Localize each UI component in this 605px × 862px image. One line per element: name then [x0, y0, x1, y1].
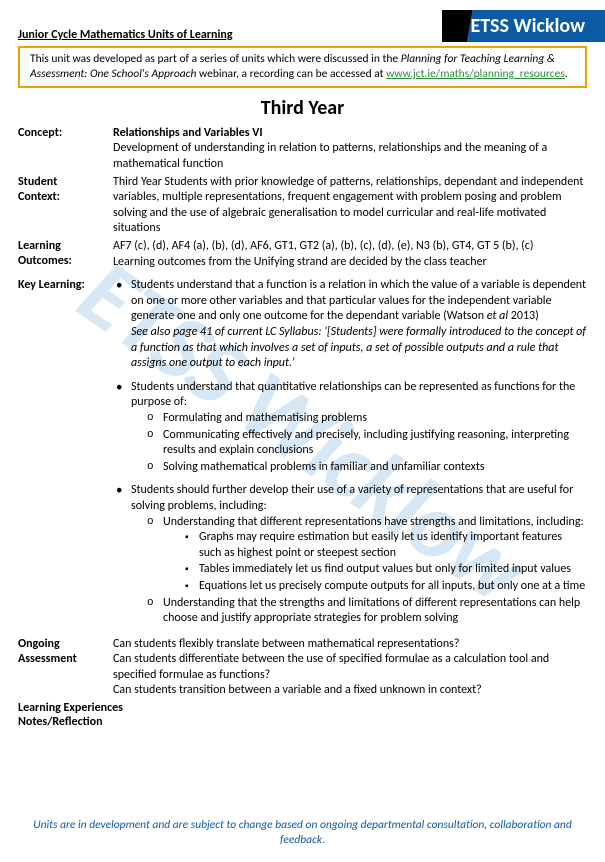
- kl-bullet-1: Students understand that a function is a…: [113, 278, 587, 372]
- outcomes-label-1: Learning: [18, 239, 113, 254]
- ongoing-q3: Can students transition between a variab…: [113, 683, 587, 699]
- student-label-1: Student: [18, 175, 113, 190]
- doc-heading: Junior Cycle Mathematics Units of Learni…: [18, 28, 233, 42]
- kl-b1-etal: et al: [487, 309, 508, 323]
- kl-b2-s3: Solving mathematical problems in familia…: [145, 460, 587, 476]
- ongoing-label-2: Assessment: [18, 652, 113, 667]
- concept-desc: Development of understanding in relation…: [113, 141, 587, 172]
- kl-b3-sq1: Graphs may require estimation but easily…: [183, 530, 587, 561]
- outcomes-line2: Learning outcomes from the Unifying stra…: [113, 255, 587, 271]
- learning-experiences-heading: Learning Experiences: [18, 701, 587, 715]
- keylearning-label: Key Learning:: [18, 278, 113, 634]
- kl-b2-s1: Formulating and mathematising problems: [145, 411, 587, 427]
- student-text: Third Year Students with prior knowledge…: [113, 175, 587, 237]
- kl-b2-text: Students understand that quantitative re…: [131, 380, 575, 410]
- concept-row: Concept: Relationships and Variables VI …: [18, 126, 587, 173]
- page-content: Junior Cycle Mathematics Units of Learni…: [18, 10, 587, 729]
- header-row: Junior Cycle Mathematics Units of Learni…: [18, 10, 587, 42]
- ongoing-q2: Can students differentiate between the u…: [113, 652, 587, 683]
- brand-banner: ETSS Wicklow: [442, 10, 605, 42]
- kl-b1-year: 2013): [508, 309, 539, 323]
- kl-b3-sq2: Tables immediately let us find output va…: [183, 562, 587, 578]
- info-link[interactable]: www.jct.ie/maths/planning_resources: [386, 67, 565, 81]
- info-mid: webinar, a recording can be accessed at: [196, 67, 386, 81]
- kl-b3-text: Students should further develop their us…: [131, 483, 573, 513]
- outcomes-row: Learning Outcomes: AF7 (c), (d), AF4 (a)…: [18, 239, 587, 270]
- kl-b3-s1: Understanding that different representat…: [145, 515, 587, 595]
- page-title: Third Year: [18, 96, 587, 120]
- ongoing-q1: Can students flexibly translate between …: [113, 637, 587, 653]
- kl-b2-s2: Communicating effectively and precisely,…: [145, 428, 587, 459]
- student-label-2: Context:: [18, 190, 113, 205]
- kl-b3-s1-text: Understanding that different representat…: [163, 515, 584, 529]
- student-row: Student Context: Third Year Students wit…: [18, 175, 587, 237]
- outcomes-label-2: Outcomes:: [18, 254, 113, 269]
- outcomes-line1: AF7 (c), (d), AF4 (a), (b), (d), AF6, GT…: [113, 239, 587, 255]
- info-box: This unit was developed as part of a ser…: [18, 46, 587, 88]
- footer-note: Units are in development and are subject…: [18, 818, 587, 848]
- kl-bullet-3: Students should further develop their us…: [113, 483, 587, 626]
- ongoing-row: Ongoing Assessment Can students flexibly…: [18, 637, 587, 699]
- concept-name: Relationships and Variables VI: [113, 126, 587, 142]
- keylearning-list: Students understand that a function is a…: [113, 278, 587, 626]
- notes-heading: Notes/Reflection: [18, 715, 587, 729]
- kl-b1-see: See also page 41 of current LC Syllabus:…: [131, 325, 587, 372]
- concept-label: Concept:: [18, 126, 113, 173]
- kl-b3-sq3: Equations let us precisely compute outpu…: [183, 579, 587, 595]
- ongoing-label-1: Ongoing: [18, 637, 113, 652]
- kl-b3-s2: Understanding that the strengths and lim…: [145, 596, 587, 627]
- kl-bullet-2: Students understand that quantitative re…: [113, 380, 587, 476]
- info-prefix: This unit was developed as part of a ser…: [30, 52, 401, 66]
- info-suffix: .: [565, 67, 568, 81]
- keylearning-row: Key Learning: Students understand that a…: [18, 278, 587, 634]
